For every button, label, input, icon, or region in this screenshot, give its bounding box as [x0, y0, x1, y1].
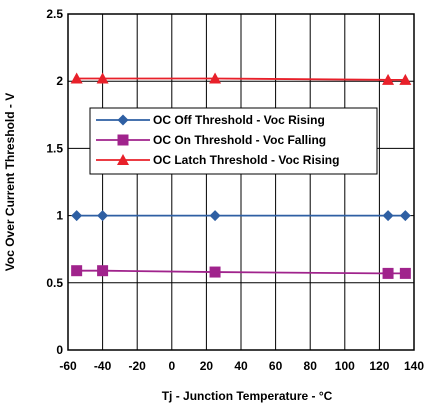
x-tick-label: 20: [200, 359, 214, 373]
data-point: [382, 73, 395, 85]
legend-label: OC Latch Threshold - Voc Rising: [153, 153, 339, 167]
x-axis-label: Tj - Junction Temperature - °C: [162, 389, 333, 403]
legend-swatch-marker: [117, 154, 129, 165]
grid: [67, 13, 415, 351]
data-point: [382, 267, 394, 279]
x-tick-label: 40: [234, 359, 248, 373]
legend-box: [89, 107, 378, 175]
data-point: [209, 266, 221, 278]
x-tick-label: 80: [304, 359, 318, 373]
legend-swatch-marker: [117, 114, 129, 126]
legend-item: OC Off Threshold - Voc Rising: [96, 113, 325, 127]
y-tick-label: 2: [56, 74, 63, 88]
y-tick-label: 0: [56, 343, 63, 357]
y-axis-label: Voc Over Current Threshold - V: [3, 93, 17, 271]
legend-item: OC On Threshold - Voc Falling: [96, 133, 326, 147]
data-point: [382, 210, 394, 222]
y-tick-labels: 0 0.5 1 1.5 2 2.5: [46, 7, 63, 357]
x-tick-label: 60: [269, 359, 283, 373]
x-tick-label: -20: [129, 359, 147, 373]
x-tick-labels: -60 -40 -20 0 20 40 60 80 100 120 140: [59, 359, 424, 373]
data-point: [399, 210, 411, 222]
legend-label: OC Off Threshold - Voc Rising: [153, 113, 325, 127]
data-point: [71, 210, 83, 222]
data-point: [70, 72, 83, 84]
data-point: [399, 73, 412, 85]
y-tick-label: 0.5: [46, 276, 63, 290]
data-point: [209, 210, 221, 222]
x-tick-label: -60: [59, 359, 77, 373]
x-tick-label: 0: [168, 359, 175, 373]
data-point: [71, 265, 83, 277]
data-point: [97, 265, 109, 277]
data-point: [96, 72, 109, 84]
y-tick-label: 1: [56, 209, 63, 223]
legend-item: OC Latch Threshold - Voc Rising: [96, 153, 339, 167]
data-point: [209, 72, 222, 84]
data-point: [97, 210, 109, 222]
series-markers: [70, 72, 412, 279]
y-tick-label: 1.5: [46, 141, 63, 155]
y-tick-label: 2.5: [46, 7, 63, 21]
x-tick-label: -40: [94, 359, 112, 373]
x-tick-label: 120: [369, 359, 389, 373]
legend-label: OC On Threshold - Voc Falling: [153, 133, 326, 147]
x-tick-label: 100: [335, 359, 355, 373]
data-point: [399, 267, 411, 279]
legend: OC Off Threshold - Voc Rising OC On Thres…: [89, 107, 378, 175]
legend-swatch-marker: [117, 134, 129, 146]
x-tick-label: 140: [404, 359, 424, 373]
plot-frame: [67, 13, 415, 351]
